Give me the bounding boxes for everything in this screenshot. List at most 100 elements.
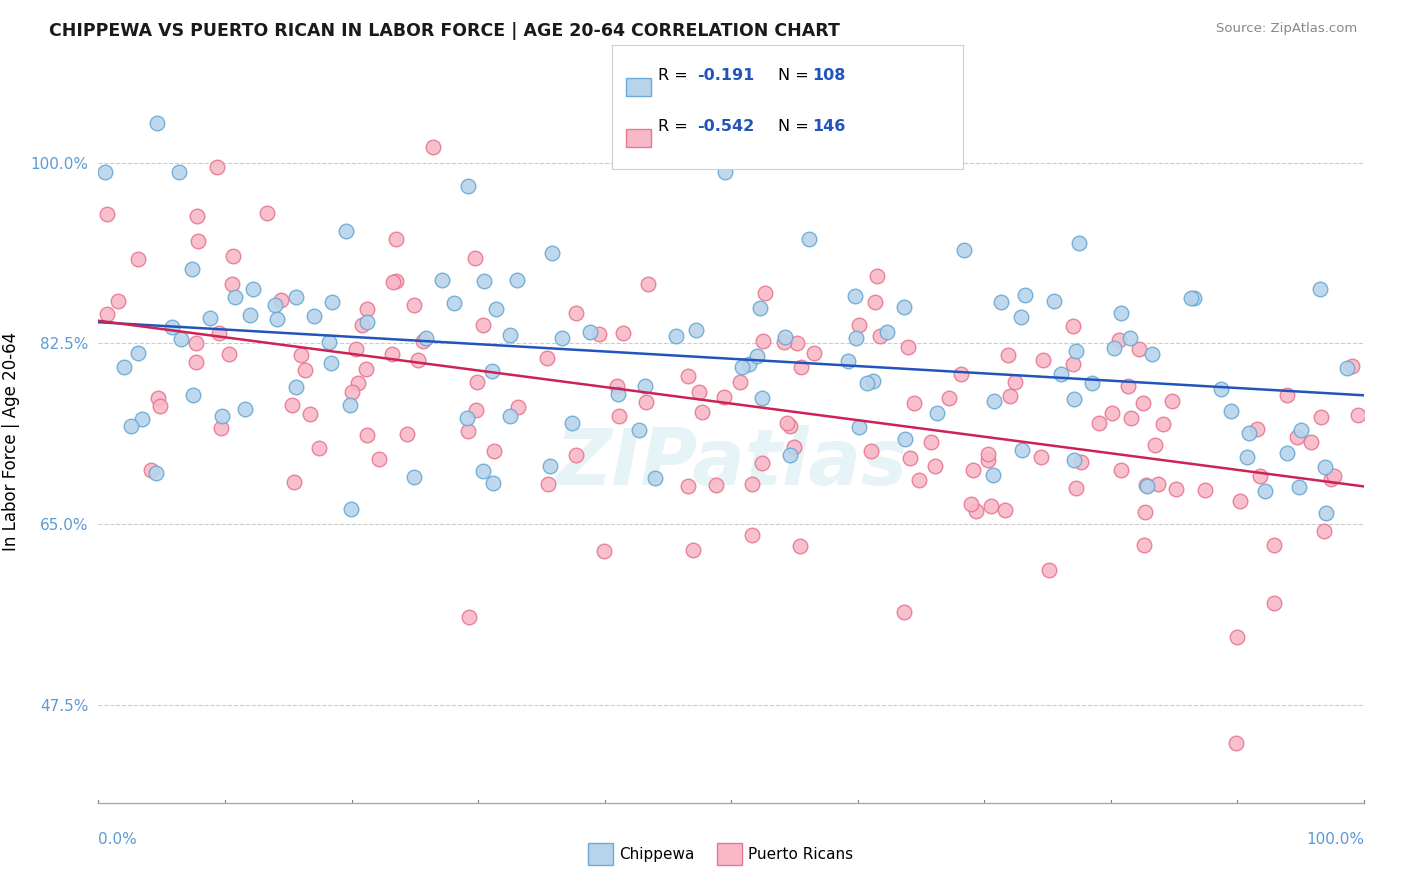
Point [224, 290, 246, 304]
Point [270, 293, 292, 307]
Point [335, 224, 357, 238]
Point [1128, 342, 1150, 356]
Point [837, 353, 859, 368]
Point [1136, 479, 1159, 493]
Point [745, 349, 768, 363]
Point [465, 375, 488, 389]
Point [894, 432, 917, 446]
Point [965, 504, 987, 518]
Point [863, 295, 886, 310]
Text: 146: 146 [813, 120, 846, 134]
Point [457, 424, 479, 438]
Point [1336, 361, 1358, 376]
Point [412, 334, 434, 349]
Point [789, 360, 811, 375]
Point [1291, 423, 1313, 437]
Point [773, 335, 796, 350]
Point [898, 450, 921, 465]
Point [367, 451, 389, 466]
Point [458, 610, 481, 624]
Point [482, 476, 505, 491]
Point [1237, 425, 1260, 440]
Point [678, 478, 700, 492]
Point [713, 390, 735, 404]
Point [146, 116, 169, 130]
Point [1320, 472, 1343, 486]
Point [1043, 294, 1066, 309]
Point [356, 315, 378, 329]
Point [347, 376, 370, 391]
Point [869, 329, 891, 343]
Point [385, 232, 408, 246]
Point [209, 421, 232, 435]
Point [1140, 347, 1163, 361]
Point [1250, 469, 1272, 483]
Point [395, 426, 418, 441]
Point [593, 543, 616, 558]
Point [728, 376, 751, 390]
Point [782, 440, 804, 454]
Point [465, 403, 488, 417]
Point [536, 351, 558, 365]
Point [754, 286, 776, 301]
Point [308, 441, 330, 455]
Point [186, 209, 208, 223]
Point [145, 466, 167, 480]
Point [221, 277, 243, 291]
Point [402, 297, 425, 311]
Point [1010, 310, 1032, 325]
Point [222, 248, 245, 262]
Point [538, 459, 561, 474]
Point [508, 401, 530, 415]
Text: 0.0%: 0.0% [98, 831, 138, 847]
Point [256, 206, 278, 220]
Point [1029, 450, 1052, 464]
Point [862, 374, 884, 388]
Point [481, 364, 503, 378]
Point [977, 453, 1000, 467]
Point [977, 447, 1000, 461]
Point [731, 360, 754, 375]
Point [1038, 563, 1060, 577]
Point [184, 354, 207, 368]
Point [187, 235, 209, 249]
Point [848, 420, 870, 434]
Point [924, 458, 946, 473]
Point [141, 463, 163, 477]
Point [634, 379, 657, 393]
Point [1309, 409, 1331, 424]
Point [205, 160, 228, 174]
Point [1108, 333, 1130, 347]
Text: CHIPPEWA VS PUERTO RICAN IN LABOR FORCE | AGE 20-64 CORRELATION CHART: CHIPPEWA VS PUERTO RICAN IN LABOR FORCE … [49, 22, 841, 40]
Point [1064, 343, 1087, 358]
Point [682, 543, 704, 558]
Point [561, 416, 583, 430]
Point [482, 444, 505, 458]
Point [741, 528, 763, 542]
Point [94, 165, 117, 179]
Point [903, 396, 925, 410]
Point [181, 261, 204, 276]
Point [430, 273, 453, 287]
Point [980, 499, 1002, 513]
Text: -0.542: -0.542 [697, 120, 755, 134]
Point [114, 360, 136, 375]
Point [96, 306, 118, 320]
Point [1147, 476, 1170, 491]
Point [1050, 368, 1073, 382]
Point [1277, 446, 1299, 460]
Point [1160, 393, 1182, 408]
Point [960, 497, 983, 511]
Point [779, 448, 801, 462]
Point [920, 434, 942, 449]
Point [711, 119, 734, 133]
Point [565, 448, 588, 462]
Point [773, 330, 796, 344]
Point [1011, 443, 1033, 458]
Point [981, 468, 1004, 483]
Point [789, 539, 811, 553]
Point [284, 290, 307, 304]
Point [1315, 459, 1337, 474]
Point [953, 244, 976, 258]
Text: N =: N = [778, 120, 814, 134]
